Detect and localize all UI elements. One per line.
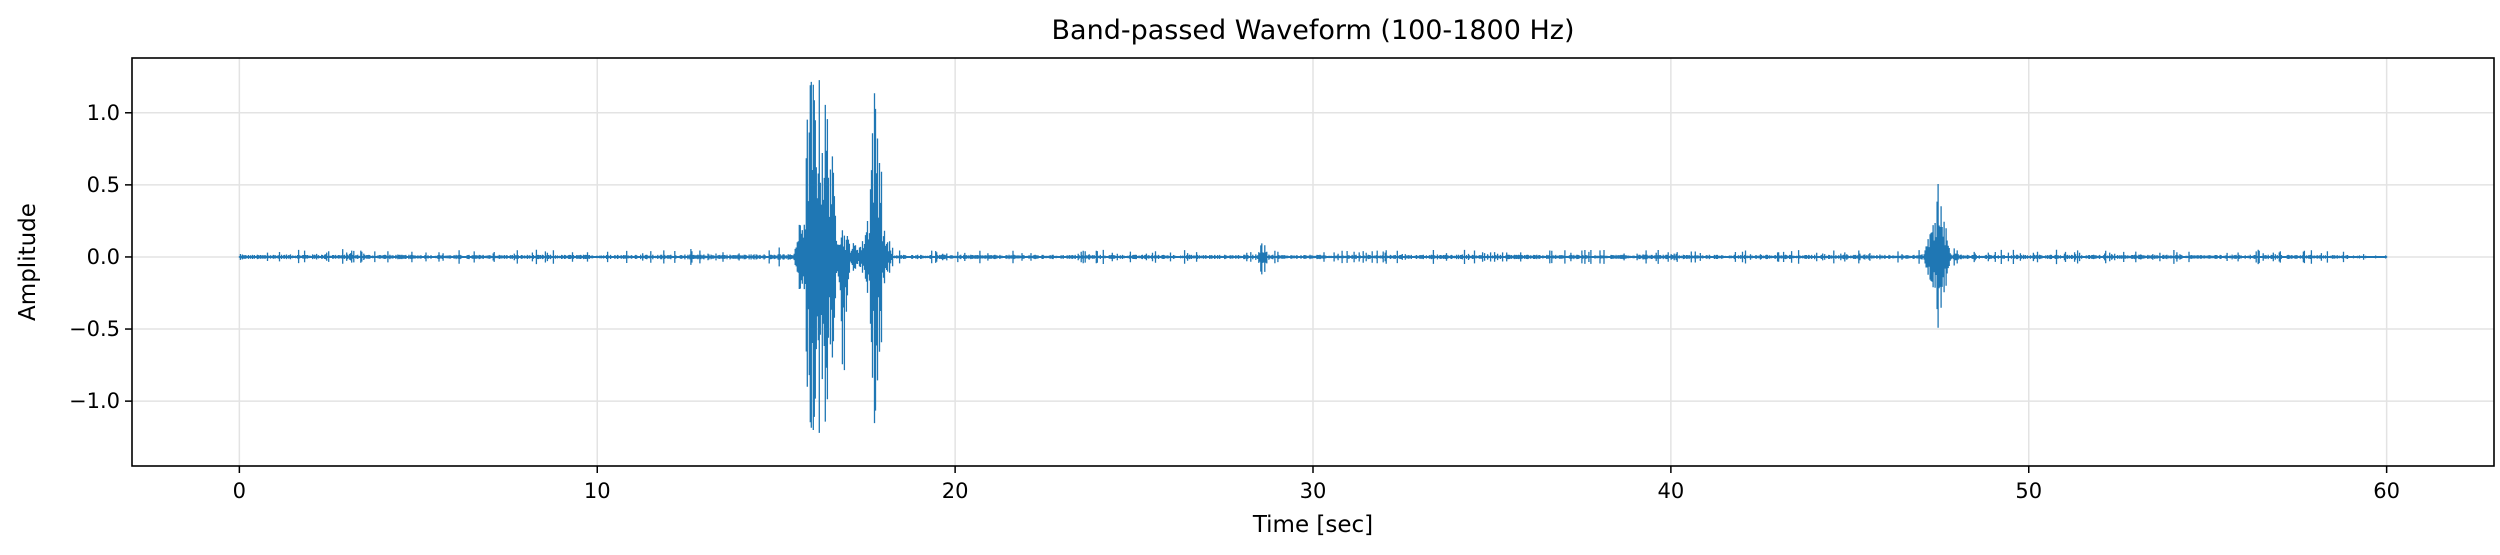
y-tick-label: −0.5 — [69, 317, 120, 341]
y-tick-label: 0.0 — [87, 245, 120, 269]
y-axis-label: Amplitude — [15, 203, 41, 321]
x-tick-label: 30 — [1300, 479, 1327, 503]
y-tick-label: −1.0 — [69, 389, 120, 413]
x-tick-label: 0 — [233, 479, 246, 503]
grid-lines — [132, 58, 2494, 466]
x-tick-label: 60 — [2373, 479, 2400, 503]
x-tick-label: 20 — [942, 479, 969, 503]
x-tick-label: 40 — [1658, 479, 1685, 503]
y-tick-label: 0.5 — [87, 173, 120, 197]
x-tick-label: 50 — [2015, 479, 2042, 503]
y-axis-ticks: 1.0 0.5 0.0 −0.5 −1.0 — [69, 101, 132, 413]
y-tick-label: 1.0 — [87, 101, 120, 125]
x-axis-ticks: 0 10 20 30 40 50 60 — [233, 466, 2400, 503]
chart-title: Band-passed Waveform (100-1800 Hz) — [1052, 15, 1575, 46]
x-tick-label: 10 — [584, 479, 611, 503]
x-axis-label: Time [sec] — [1252, 512, 1373, 538]
waveform-series-line — [238, 80, 2388, 433]
